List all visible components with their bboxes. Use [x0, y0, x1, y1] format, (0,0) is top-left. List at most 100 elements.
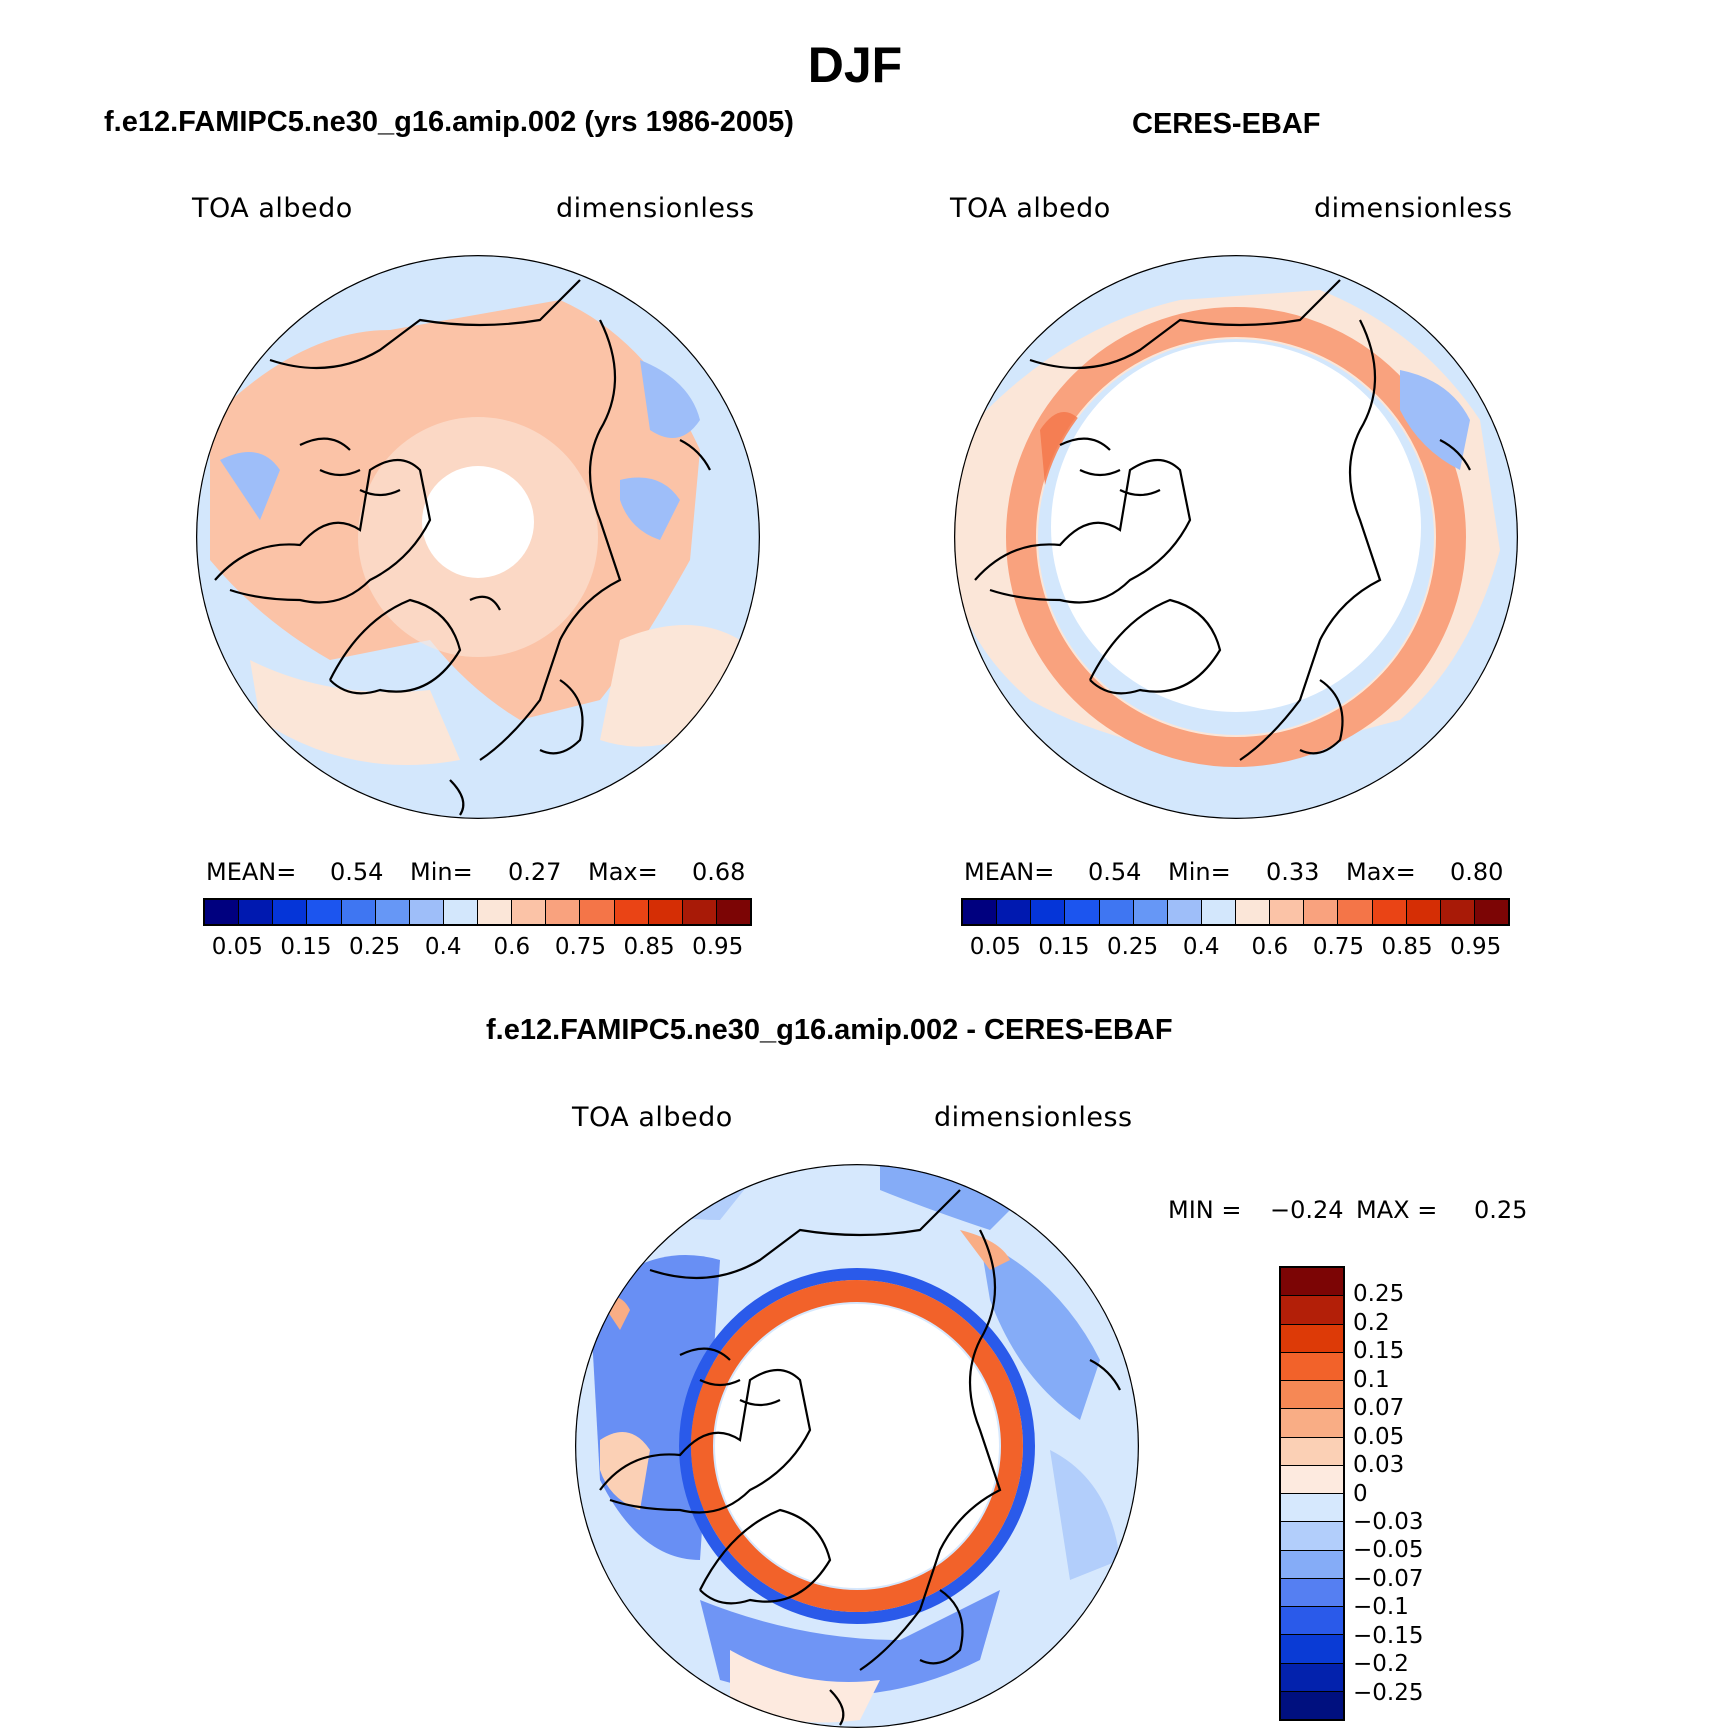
panel2-max-value: 0.80	[1450, 858, 1504, 886]
colorbar-tick-label: −0.07	[1353, 1565, 1424, 1592]
colorbar-swatch	[1281, 1465, 1343, 1494]
colorbar-swatch	[716, 900, 750, 924]
colorbar-tick-label: 0.95	[1450, 934, 1502, 960]
panel2-title: CERES-EBAF	[1132, 108, 1321, 140]
panel1-max-label: Max=	[588, 858, 658, 886]
map-ceres	[954, 255, 1518, 819]
colorbar-tick-label: 0.6	[1251, 934, 1289, 960]
colorbar-swatch	[1201, 900, 1236, 924]
colorbar-tick-label: 0.15	[280, 934, 332, 960]
colorbar-swatch	[1281, 1352, 1343, 1381]
colorbar-swatch	[1281, 1409, 1343, 1438]
colorbar-swatch	[1031, 900, 1066, 924]
colorbar-swatch	[409, 900, 444, 924]
colorbar-tick-label: −0.1	[1353, 1594, 1409, 1621]
colorbar-swatch	[614, 900, 649, 924]
panel2-min-label: Min=	[1168, 858, 1231, 886]
colorbar-swatch	[1167, 900, 1202, 924]
colorbar-tick-label: 0.75	[554, 934, 607, 960]
colorbar-swatch	[1281, 1635, 1343, 1664]
panel3-max-label: MAX =	[1356, 1196, 1438, 1224]
colorbar-swatch	[1281, 1494, 1343, 1523]
colorbar-swatch	[478, 900, 513, 924]
colorbar-tick-label: 0.05	[1353, 1423, 1405, 1450]
colorbar-swatch	[341, 900, 376, 924]
panel1-mean-label: MEAN=	[206, 858, 297, 886]
figure-title: DJF	[807, 37, 903, 93]
map-model	[196, 255, 760, 819]
colorbar-tick-label: −0.2	[1353, 1651, 1409, 1678]
colorbar-tick-label: 0.6	[493, 934, 531, 960]
colorbar-swatch	[1099, 900, 1134, 924]
colorbar-swatch	[307, 900, 342, 924]
colorbar-swatch	[1281, 1381, 1343, 1410]
colorbar-swatch	[1281, 1691, 1343, 1719]
colorbar-tick-label: 0.03	[1353, 1452, 1405, 1479]
panel1-min-value: 0.27	[508, 858, 562, 886]
panel2-min-value: 0.33	[1266, 858, 1320, 886]
panel3-min-label: MIN =	[1168, 1196, 1242, 1224]
colorbar-tick-label: 0.2	[1353, 1309, 1390, 1336]
colorbar-swatch	[443, 900, 478, 924]
colorbar-tick-label: 0.25	[1106, 934, 1159, 960]
panel2-colorbar	[961, 898, 1510, 926]
colorbar-swatch	[1304, 900, 1339, 924]
colorbar-tick-label: −0.25	[1353, 1679, 1424, 1706]
colorbar-tick-label: −0.03	[1353, 1508, 1424, 1535]
map-difference	[575, 1164, 1139, 1728]
colorbar-swatch	[1281, 1663, 1343, 1692]
colorbar-tick-label: 0.05	[211, 934, 263, 960]
colorbar-swatch	[1281, 1296, 1343, 1325]
colorbar-tick-label: 0.75	[1312, 934, 1365, 960]
colorbar-swatch	[239, 900, 274, 924]
colorbar-swatch	[1440, 900, 1475, 924]
colorbar-tick-label: 0.25	[348, 934, 401, 960]
panel1-colorbar	[203, 898, 752, 926]
colorbar-tick-label: 0	[1353, 1480, 1368, 1507]
colorbar-swatch	[1281, 1578, 1343, 1607]
colorbar-swatch	[997, 900, 1032, 924]
panel1-units-label: dimensionless	[556, 193, 755, 224]
colorbar-swatch	[1281, 1324, 1343, 1353]
colorbar-swatch	[1372, 900, 1407, 924]
colorbar-swatch	[648, 900, 683, 924]
panel3-title: f.e12.FAMIPC5.ne30_g16.amip.002 - CERES-…	[486, 1014, 1173, 1046]
colorbar-swatch	[1281, 1607, 1343, 1636]
panel3-units-label: dimensionless	[934, 1102, 1133, 1133]
colorbar-swatch	[1338, 900, 1373, 924]
colorbar-tick-label: 0.4	[1182, 934, 1220, 960]
colorbar-tick-label: 0.15	[1038, 934, 1090, 960]
colorbar-tick-label: 0.25	[1353, 1281, 1405, 1308]
colorbar-tick-label: 0.85	[623, 934, 675, 960]
colorbar-swatch	[1281, 1550, 1343, 1579]
colorbar-swatch	[1133, 900, 1168, 924]
colorbar-swatch	[1281, 1268, 1343, 1297]
colorbar-swatch	[1281, 1522, 1343, 1551]
panel2-units-label: dimensionless	[1314, 193, 1513, 224]
colorbar-swatch	[963, 900, 998, 924]
colorbar-tick-label: 0.85	[1381, 934, 1433, 960]
panel1-title: f.e12.FAMIPC5.ne30_g16.amip.002 (yrs 198…	[104, 106, 794, 138]
colorbar-tick-label: 0.05	[969, 934, 1021, 960]
panel3-min-value: −0.24	[1270, 1196, 1344, 1224]
panel2-mean-value: 0.54	[1088, 858, 1142, 886]
colorbar-swatch	[580, 900, 615, 924]
colorbar-swatch	[205, 900, 240, 924]
panel2-max-label: Max=	[1346, 858, 1416, 886]
colorbar-swatch	[1270, 900, 1305, 924]
panel1-min-label: Min=	[410, 858, 473, 886]
panel2-mean-label: MEAN=	[964, 858, 1055, 886]
colorbar-tick-label: 0.4	[424, 934, 462, 960]
panel1-variable-label: TOA albedo	[192, 193, 353, 224]
colorbar-tick-label: 0.1	[1353, 1366, 1390, 1393]
panel3-colorbar	[1279, 1266, 1345, 1721]
colorbar-swatch	[273, 900, 308, 924]
colorbar-swatch	[375, 900, 410, 924]
panel1-max-value: 0.68	[692, 858, 746, 886]
colorbar-swatch	[512, 900, 547, 924]
colorbar-tick-label: 0.15	[1353, 1338, 1405, 1365]
panel3-variable-label: TOA albedo	[572, 1102, 733, 1133]
colorbar-swatch	[546, 900, 581, 924]
panel3-max-value: 0.25	[1474, 1196, 1528, 1224]
colorbar-swatch	[1236, 900, 1271, 924]
